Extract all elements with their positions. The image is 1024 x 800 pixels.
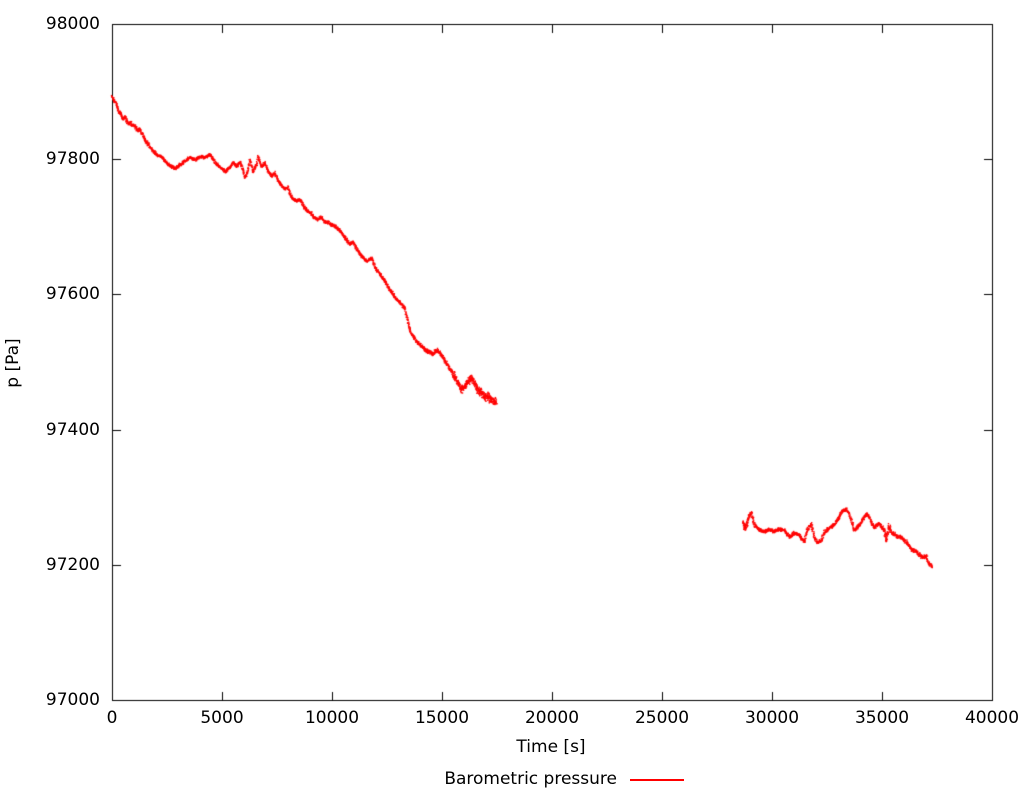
x-axis-title: Time [s] [516,737,586,757]
y-tick-label-97800: 97800 [45,149,100,169]
y-tick-label-98000: 98000 [45,14,100,34]
x-tick-label-35000: 35000 [854,708,910,728]
y-tick-label-97400: 97400 [45,420,100,440]
x-tick-label-30000: 30000 [744,708,800,728]
legend-label: Barometric pressure [444,769,617,789]
x-tick-label-25000: 25000 [634,708,690,728]
legend-line-sample [630,779,684,781]
x-tick-label-15000: 15000 [414,708,470,728]
y-tick-label-97600: 97600 [45,284,100,304]
x-tick-label-5000: 5000 [200,708,244,728]
x-tick-label-10000: 10000 [304,708,360,728]
y-tick-label-97000: 97000 [45,690,100,710]
x-tick-label-40000: 40000 [964,708,1020,728]
x-tick-label-20000: 20000 [524,708,580,728]
y-axis-title: p [Pa] [3,338,23,388]
y-tick-label-97200: 97200 [45,555,100,575]
x-tick-label-0: 0 [106,708,118,728]
